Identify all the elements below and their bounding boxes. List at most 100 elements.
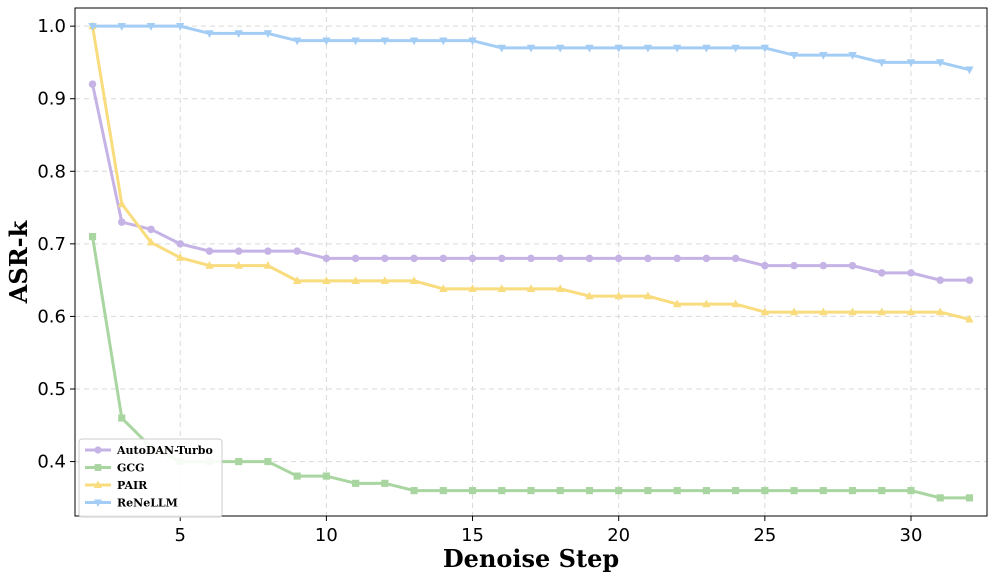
data-point-pair <box>526 284 536 293</box>
data-point-pair <box>877 307 886 316</box>
data-point-autodan-turbo <box>907 269 915 277</box>
legend-marker <box>94 499 102 507</box>
data-point-pair <box>205 261 214 269</box>
data-point-gcg <box>848 487 857 495</box>
data-point-autodan-turbo <box>702 254 711 263</box>
plot-frame <box>74 7 988 517</box>
axis-ticks: 5 10 15 20 25 30 0.4 0.5 0.6 0.7 0.8 0.9 1.0 <box>37 16 922 546</box>
data-point-renellm <box>322 37 331 46</box>
data-point-renellm <box>351 37 360 46</box>
data-point-pair <box>117 199 126 208</box>
series-renellm <box>88 22 974 75</box>
series-line-pair <box>91 25 970 321</box>
data-point-pair <box>234 261 243 269</box>
legend-label: ReNeLLM <box>117 497 178 510</box>
data-point-renellm <box>643 44 653 53</box>
legend-marker <box>94 480 102 488</box>
data-point-gcg <box>907 487 915 495</box>
data-point-autodan-turbo <box>322 254 331 263</box>
data-point-renellm <box>468 37 477 46</box>
data-point-renellm <box>526 44 536 53</box>
data-point-pair <box>263 261 273 269</box>
data-point-pair <box>146 237 156 246</box>
data-point-gcg <box>644 487 652 495</box>
x-tick-label: 15 <box>461 525 484 546</box>
data-point-renellm <box>760 44 770 53</box>
data-point-autodan-turbo <box>293 247 301 255</box>
x-axis-title: Denoise Step <box>443 544 619 573</box>
data-point-renellm <box>176 22 185 31</box>
data-point-pair <box>702 299 711 308</box>
legend-item-renellm: ReNeLLM <box>85 497 178 510</box>
series-line-gcg <box>91 236 970 500</box>
data-point-autodan-turbo <box>205 247 214 255</box>
data-point-gcg <box>585 487 594 495</box>
data-point-gcg <box>352 479 360 487</box>
data-point-gcg <box>88 233 97 241</box>
data-point-pair <box>176 253 185 261</box>
y-tick-label: 1.0 <box>37 16 66 37</box>
data-point-autodan-turbo <box>527 254 535 263</box>
data-point-pair <box>292 276 302 285</box>
data-point-renellm <box>380 37 390 46</box>
x-tick-label: 30 <box>900 525 923 546</box>
data-point-pair <box>965 314 974 323</box>
data-point-pair <box>819 307 828 316</box>
legend-box <box>78 438 223 518</box>
series-pair <box>88 21 974 323</box>
y-tick-label: 0.4 <box>37 452 66 473</box>
data-point-autodan-turbo <box>264 247 272 255</box>
data-point-gcg <box>498 487 506 495</box>
data-point-pair <box>468 284 477 293</box>
data-point-gcg <box>732 487 740 495</box>
series-line-autodan-turbo <box>91 83 970 282</box>
data-point-autodan-turbo <box>439 254 448 263</box>
data-point-renellm <box>965 66 974 75</box>
data-point-gcg <box>878 487 886 495</box>
data-point-autodan-turbo <box>468 254 477 263</box>
data-point-autodan-turbo <box>147 225 155 234</box>
data-point-renellm <box>731 44 740 53</box>
data-point-renellm <box>439 37 448 46</box>
data-point-pair <box>585 291 594 300</box>
data-point-renellm <box>936 59 945 68</box>
legend-label: PAIR <box>117 479 148 492</box>
data-point-autodan-turbo <box>848 261 857 270</box>
data-point-renellm <box>702 44 711 53</box>
data-point-autodan-turbo <box>234 247 243 255</box>
data-point-gcg <box>322 472 330 480</box>
data-point-autodan-turbo <box>731 254 740 263</box>
data-point-gcg <box>468 487 477 495</box>
data-point-gcg <box>264 458 272 466</box>
data-point-gcg <box>527 487 535 495</box>
data-point-renellm <box>556 44 565 53</box>
data-point-renellm <box>877 59 886 68</box>
data-point-gcg <box>819 487 827 495</box>
data-point-renellm <box>672 44 682 53</box>
data-point-gcg <box>673 487 681 495</box>
x-tick-label: 25 <box>753 525 776 546</box>
data-point-autodan-turbo <box>381 254 389 263</box>
data-point-renellm <box>88 22 97 31</box>
legend-item-autodan-turbo: AutoDAN-Turbo <box>85 444 213 457</box>
data-point-pair <box>936 307 945 316</box>
data-point-autodan-turbo <box>644 254 652 263</box>
data-point-autodan-turbo <box>88 80 97 88</box>
data-point-gcg <box>293 472 301 480</box>
y-tick-label: 0.8 <box>37 161 66 182</box>
data-point-pair <box>731 299 740 308</box>
data-point-autodan-turbo <box>877 269 886 277</box>
data-point-renellm <box>848 52 857 60</box>
data-point-autodan-turbo <box>790 261 798 270</box>
data-point-pair <box>497 284 506 293</box>
data-point-autodan-turbo <box>673 254 681 263</box>
data-point-autodan-turbo <box>761 261 769 270</box>
y-tick-label: 0.9 <box>37 89 66 110</box>
data-point-gcg <box>118 414 126 422</box>
y-tick-label: 0.6 <box>37 306 66 327</box>
data-point-pair <box>556 284 565 293</box>
data-point-gcg <box>439 487 447 495</box>
data-point-pair <box>643 291 653 300</box>
data-point-renellm <box>906 59 916 68</box>
